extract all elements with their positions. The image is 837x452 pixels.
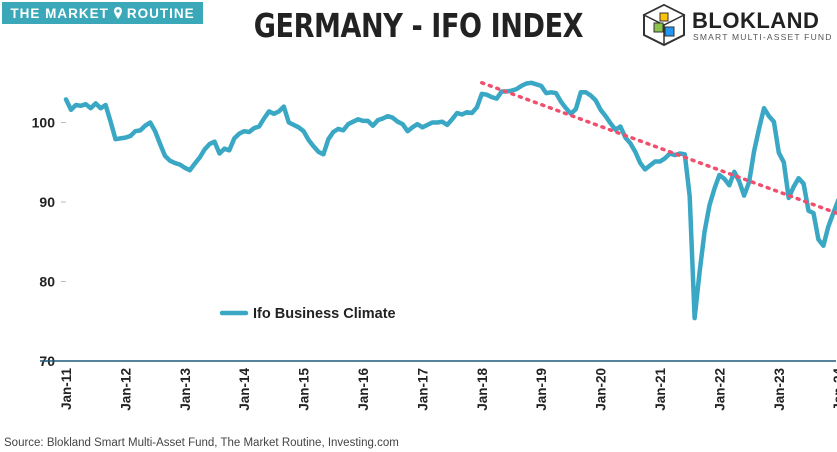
x-tick-label: Jan-20 bbox=[594, 368, 609, 411]
x-tick-label: Jan-16 bbox=[356, 368, 371, 411]
y-tick-label: 100 bbox=[32, 115, 56, 131]
x-tick-label: Jan-24 bbox=[831, 368, 837, 411]
x-tick-label: Jan-18 bbox=[475, 368, 490, 411]
x-tick-label: Jan-23 bbox=[772, 368, 787, 411]
y-tick-label: 90 bbox=[39, 194, 55, 210]
x-tick-label: Jan-17 bbox=[415, 368, 430, 411]
trend-arrow bbox=[480, 81, 837, 216]
x-tick-label: Jan-13 bbox=[178, 368, 193, 411]
x-tick-label: Jan-14 bbox=[237, 368, 252, 411]
x-tick-label: Jan-19 bbox=[534, 368, 549, 411]
map-pin-icon bbox=[113, 7, 122, 19]
blokland-logo: BLOKLAND SMART MULTI-ASSET FUND bbox=[640, 3, 835, 47]
blokland-logo-name: BLOKLAND bbox=[692, 8, 820, 33]
legend-label: Ifo Business Climate bbox=[253, 306, 396, 322]
x-tick-label: Jan-11 bbox=[59, 368, 74, 411]
x-tick-label: Jan-21 bbox=[653, 368, 668, 411]
source-note: Source: Blokland Smart Multi-Asset Fund,… bbox=[4, 437, 399, 449]
market-routine-logo: THE MARKET ROUTINE bbox=[2, 2, 203, 24]
y-tick-label: 80 bbox=[39, 274, 55, 290]
market-routine-logo-text: THE MARKET bbox=[10, 5, 109, 21]
blokland-cube-icon bbox=[642, 3, 686, 47]
blokland-logo-tagline: SMART MULTI-ASSET FUND bbox=[693, 32, 833, 42]
chart-legend: Ifo Business Climate bbox=[219, 306, 396, 322]
market-routine-logo-text-2: ROUTINE bbox=[126, 5, 195, 21]
x-tick-label: Jan-12 bbox=[118, 368, 133, 411]
chart-title: GERMANY - IFO INDEX bbox=[253, 6, 584, 45]
x-tick-label: Jan-22 bbox=[712, 368, 727, 411]
x-tick-label: Jan-15 bbox=[297, 368, 312, 411]
series-line-ifo-business-climate bbox=[63, 80, 837, 321]
